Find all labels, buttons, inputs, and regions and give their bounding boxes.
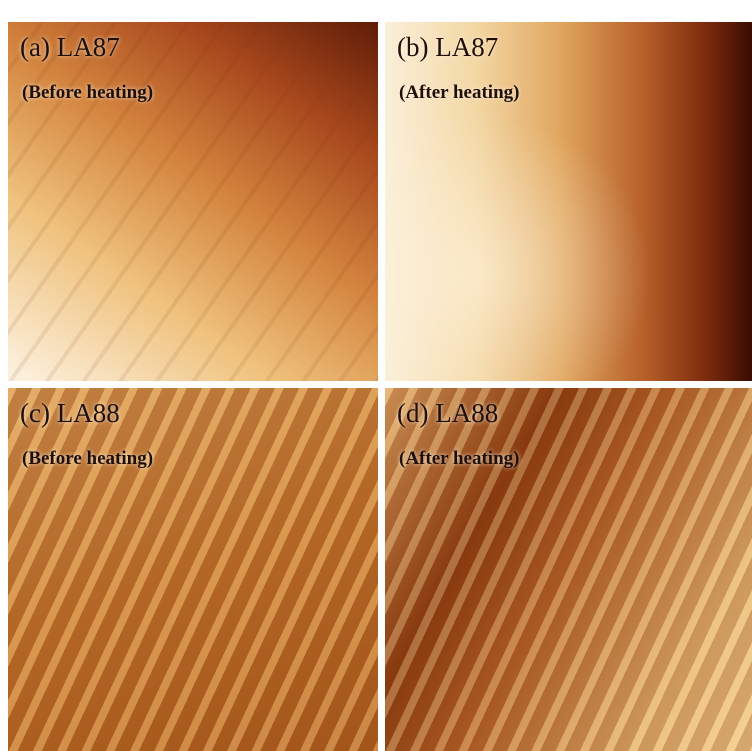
panel-caption: (Before heating) [22, 82, 153, 104]
panel-label: (d) LA88 [397, 398, 498, 429]
panel-caption: (After heating) [399, 82, 519, 104]
panel-label: (a) LA87 [20, 32, 120, 63]
afm-image: (d) LA88 (After heating) [385, 388, 752, 751]
panel-label: (b) LA87 [397, 32, 498, 63]
afm-image: (a) LA87 (Before heating) [8, 22, 378, 381]
panel-caption: (Before heating) [22, 448, 153, 470]
afm-image: (c) LA88 (Before heating) [8, 388, 378, 751]
afm-image: (b) LA87 (After heating) [385, 22, 752, 381]
panel-label: (c) LA88 [20, 398, 120, 429]
panel-caption: (After heating) [399, 448, 519, 470]
figure: (a) LA87 (Before heating) (b) LA87 (Afte… [0, 0, 752, 751]
